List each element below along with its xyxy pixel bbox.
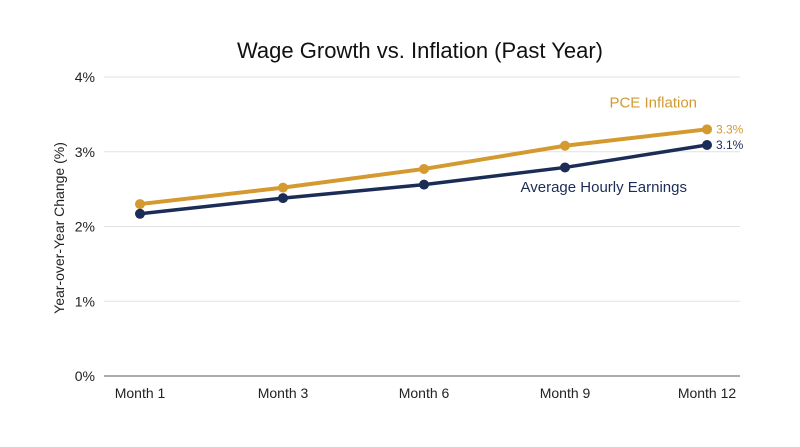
chart-title: Wage Growth vs. Inflation (Past Year) bbox=[237, 38, 603, 63]
data-point bbox=[702, 124, 712, 135]
data-point bbox=[278, 193, 288, 204]
x-tick-labels: Month 1 Month 3 Month 6 Month 9 Month 12 bbox=[115, 385, 737, 401]
series-labels: 3.3% PCE Inflation 3.1% Average Hourly Earn… bbox=[521, 94, 744, 196]
data-point bbox=[560, 140, 570, 151]
data-point bbox=[135, 208, 145, 219]
x-tick-label: Month 3 bbox=[258, 385, 309, 401]
x-tick-label: Month 9 bbox=[540, 385, 591, 401]
data-point bbox=[560, 162, 570, 173]
data-point bbox=[278, 182, 288, 193]
y-tick-label: 3% bbox=[75, 144, 95, 160]
y-tick-labels: 0% 1% 2% 3% 4% bbox=[75, 69, 95, 384]
data-point bbox=[135, 199, 145, 210]
x-tick-label: Month 1 bbox=[115, 385, 166, 401]
series-points bbox=[135, 124, 712, 219]
y-tick-label: 4% bbox=[75, 69, 95, 85]
y-tick-label: 1% bbox=[75, 293, 95, 309]
gridlines bbox=[104, 76, 740, 377]
data-point bbox=[419, 179, 429, 190]
data-point bbox=[702, 140, 712, 151]
y-axis-label: Year-over-Year Change (%) bbox=[51, 142, 67, 314]
series-name-label: PCE Inflation bbox=[609, 94, 697, 111]
series-end-label: 3.1% bbox=[716, 138, 744, 152]
x-tick-label: Month 12 bbox=[678, 385, 737, 401]
data-point bbox=[419, 163, 429, 174]
x-tick-label: Month 6 bbox=[399, 385, 450, 401]
series-name-label: Average Hourly Earnings bbox=[521, 179, 687, 196]
series-end-label: 3.3% bbox=[716, 122, 744, 136]
y-tick-label: 2% bbox=[75, 219, 95, 235]
y-tick-label: 0% bbox=[75, 368, 95, 384]
